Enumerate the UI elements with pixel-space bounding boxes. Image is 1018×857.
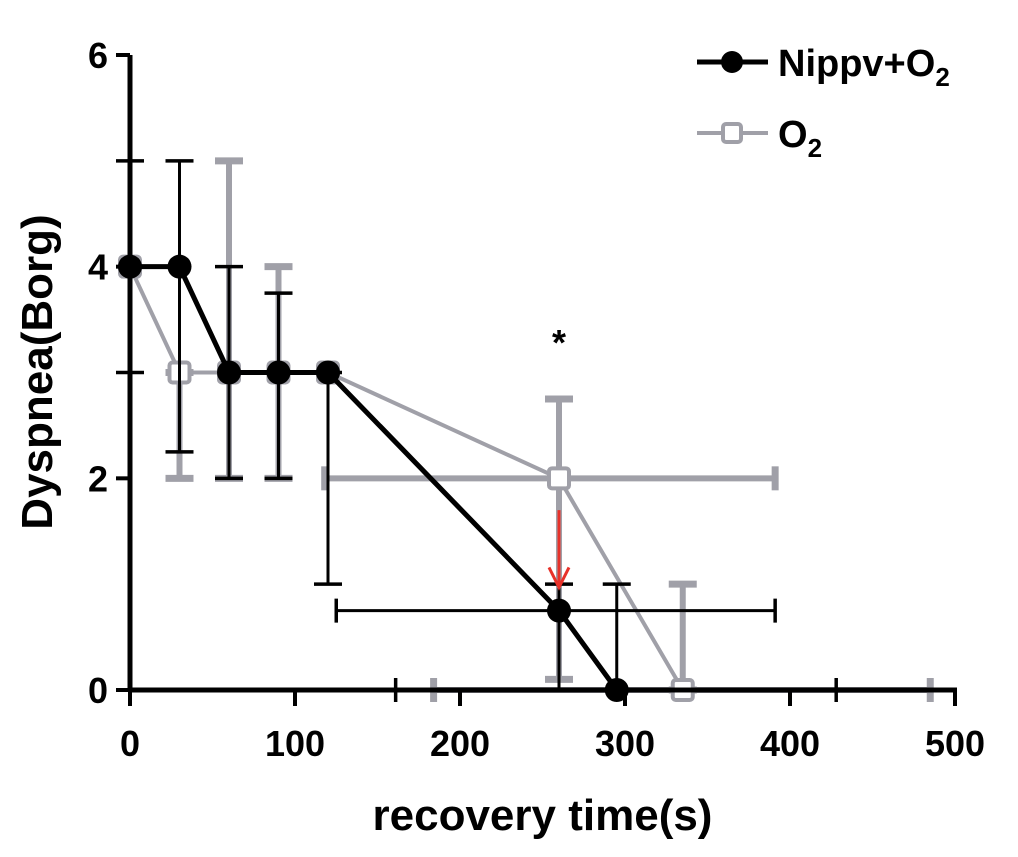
y-tick-label: 2 bbox=[88, 458, 108, 499]
y-tick-label: 6 bbox=[88, 35, 108, 76]
y-tick-label: 4 bbox=[88, 247, 108, 288]
x-tick-label: 100 bbox=[265, 723, 325, 764]
series-0 bbox=[116, 159, 838, 702]
red-arrow-head bbox=[547, 566, 571, 591]
legend-subscript: 2 bbox=[935, 62, 949, 92]
x-tick-label: 400 bbox=[760, 723, 820, 764]
data-point bbox=[316, 360, 340, 385]
y-tick-label: 0 bbox=[88, 670, 108, 711]
x-tick-label: 0 bbox=[120, 723, 140, 764]
data-point bbox=[266, 360, 291, 385]
data-point bbox=[547, 466, 571, 491]
legend-label: Nippv+O2 bbox=[778, 43, 950, 92]
x-tick-label: 300 bbox=[595, 723, 655, 764]
x-axis-label: recovery time(s) bbox=[373, 791, 713, 840]
data-point bbox=[167, 254, 192, 279]
data-point bbox=[547, 598, 571, 623]
y-axis-label: Dyspnea(Borg) bbox=[13, 214, 62, 529]
x-tick-label: 500 bbox=[925, 723, 985, 764]
legend-subscript: 2 bbox=[808, 133, 822, 163]
legend-label: O2 bbox=[778, 114, 822, 163]
x-tick-label: 200 bbox=[430, 723, 490, 764]
series-1 bbox=[118, 157, 934, 702]
data-point bbox=[217, 360, 241, 385]
legend-marker bbox=[721, 122, 743, 144]
legend-marker bbox=[721, 51, 743, 73]
significance-asterisk: * bbox=[552, 322, 566, 363]
